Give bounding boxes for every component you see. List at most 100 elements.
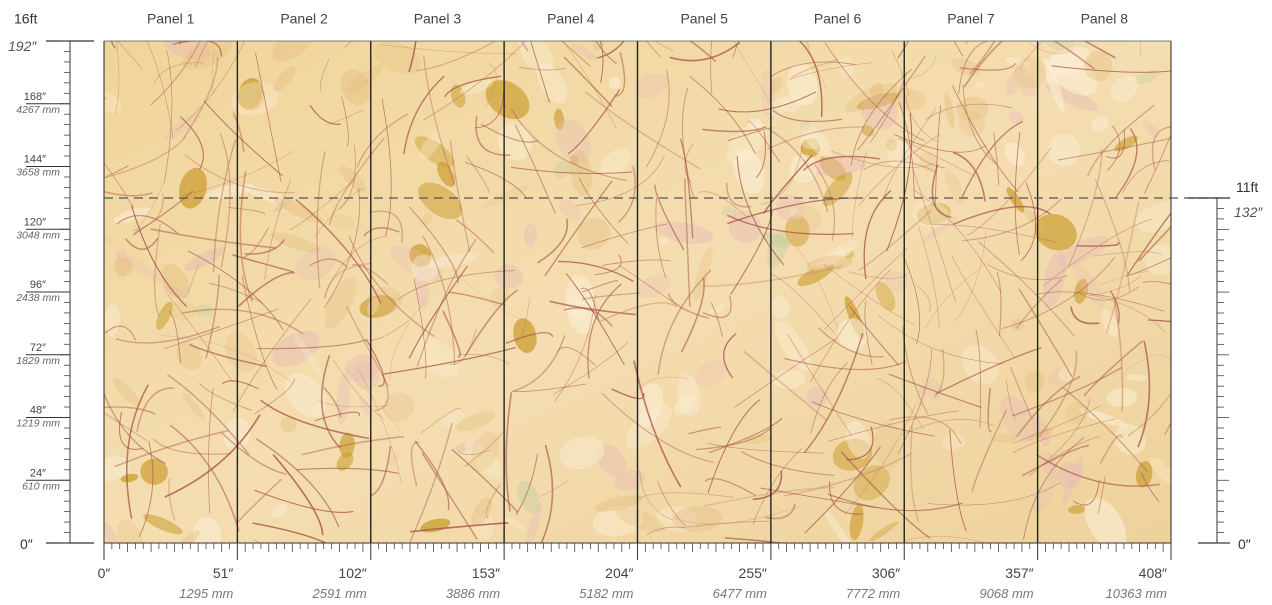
- paint-blotch: [1072, 262, 1105, 308]
- grass-stroke: [710, 41, 713, 94]
- grass-stroke: [138, 440, 154, 537]
- grass-stroke: [232, 298, 312, 412]
- paint-blotch: [536, 63, 568, 104]
- grass-stroke: [485, 484, 501, 519]
- left-height-axis: 16ft 192″ 0″ 168″4267 mm 144″3658 mm 120″3…: [8, 11, 94, 552]
- grass-stroke: [654, 41, 674, 52]
- grass-stroke: [421, 452, 478, 540]
- grass-stroke: [348, 236, 435, 337]
- paint-blotch: [853, 465, 890, 501]
- paint-blotch: [799, 119, 812, 132]
- grass-stroke: [320, 354, 341, 449]
- paint-blotch: [359, 295, 397, 318]
- grass-stroke: [164, 414, 261, 498]
- paint-blotch: [272, 330, 320, 367]
- paint-blotch: [295, 246, 336, 281]
- grass-stroke: [325, 109, 365, 125]
- left-tick-mm: 1219 mm: [16, 418, 60, 430]
- grass-stroke: [1148, 319, 1171, 323]
- paint-blotch: [105, 303, 120, 337]
- grass-stroke: [188, 250, 284, 331]
- grass-stroke: [897, 41, 909, 59]
- paint-blotch: [849, 504, 864, 541]
- grass-stroke: [987, 264, 1068, 281]
- grass-stroke: [241, 275, 278, 391]
- grass-stroke: [1053, 41, 1095, 70]
- left-tick-in: 72″: [30, 342, 46, 354]
- grass-stroke: [110, 41, 116, 49]
- left-tick-mm: 4267 mm: [16, 104, 60, 116]
- grass-stroke: [909, 424, 920, 523]
- paint-blotch: [886, 139, 915, 171]
- paint-blotch: [1043, 57, 1065, 113]
- grass-stroke: [767, 126, 865, 150]
- grass-stroke: [1138, 225, 1171, 262]
- grass-stroke: [695, 427, 771, 451]
- grass-stroke: [949, 429, 967, 532]
- grass-stroke: [787, 334, 852, 436]
- grass-stroke: [901, 418, 995, 436]
- panel-label: Panel 7: [947, 11, 995, 27]
- grass-stroke: [104, 162, 134, 209]
- grass-stroke: [725, 182, 752, 208]
- mural-strokes: [104, 41, 1171, 543]
- grass-stroke: [1022, 437, 1085, 540]
- grass-stroke: [1051, 65, 1171, 73]
- grass-stroke: [954, 230, 987, 322]
- grass-stroke: [180, 116, 204, 171]
- left-tick-mm: 1829 mm: [16, 355, 60, 367]
- grass-stroke: [301, 435, 405, 456]
- paint-blotch: [559, 436, 605, 470]
- grass-stroke: [727, 214, 854, 235]
- grass-stroke: [728, 127, 773, 141]
- paint-blotch: [116, 519, 143, 543]
- paint-blotch: [555, 119, 592, 164]
- grass-stroke: [324, 262, 371, 299]
- paint-blotch: [270, 232, 321, 253]
- paint-blotch: [104, 456, 131, 482]
- paint-blotch: [554, 108, 565, 130]
- grass-stroke: [849, 305, 900, 366]
- grass-stroke: [723, 333, 737, 379]
- grass-stroke: [852, 150, 867, 237]
- grass-stroke: [654, 184, 685, 251]
- grass-stroke: [189, 344, 267, 367]
- grass-stroke: [993, 132, 1000, 186]
- left-tick-mm: 3048 mm: [16, 229, 60, 241]
- grass-stroke: [163, 308, 279, 350]
- grass-stroke: [413, 278, 427, 379]
- grass-stroke: [951, 256, 1015, 359]
- grass-stroke: [902, 254, 921, 345]
- paint-blotch: [353, 360, 380, 390]
- grass-stroke: [289, 179, 356, 231]
- grass-stroke: [877, 314, 1004, 365]
- paint-blotch: [771, 295, 790, 319]
- grass-stroke: [410, 441, 420, 487]
- paint-blotch: [594, 495, 643, 512]
- grass-stroke: [475, 90, 504, 129]
- paint-blotch: [340, 69, 371, 106]
- paint-blotch: [114, 252, 166, 284]
- grass-stroke: [882, 108, 936, 202]
- grass-stroke: [212, 139, 236, 273]
- paint-blotch: [990, 433, 1018, 443]
- grass-stroke: [1115, 128, 1138, 198]
- grass-stroke: [1043, 218, 1152, 286]
- paint-blotch: [182, 392, 206, 421]
- paint-blotch: [411, 254, 438, 282]
- paint-blotch: [766, 230, 788, 268]
- paint-blotch: [793, 205, 822, 233]
- bottom-tick-mm: 9068 mm: [979, 586, 1033, 601]
- grass-stroke: [788, 62, 874, 80]
- bottom-tick-in: 102″: [338, 565, 366, 581]
- paint-blotch: [1043, 41, 1075, 53]
- grass-stroke: [858, 210, 932, 271]
- grass-stroke: [903, 535, 987, 543]
- grass-stroke: [748, 120, 781, 163]
- grass-stroke: [560, 41, 591, 67]
- grass-stroke: [704, 477, 756, 496]
- grass-stroke: [971, 409, 1008, 492]
- grass-stroke: [934, 104, 942, 207]
- grass-stroke: [444, 75, 502, 98]
- grass-stroke: [238, 271, 295, 307]
